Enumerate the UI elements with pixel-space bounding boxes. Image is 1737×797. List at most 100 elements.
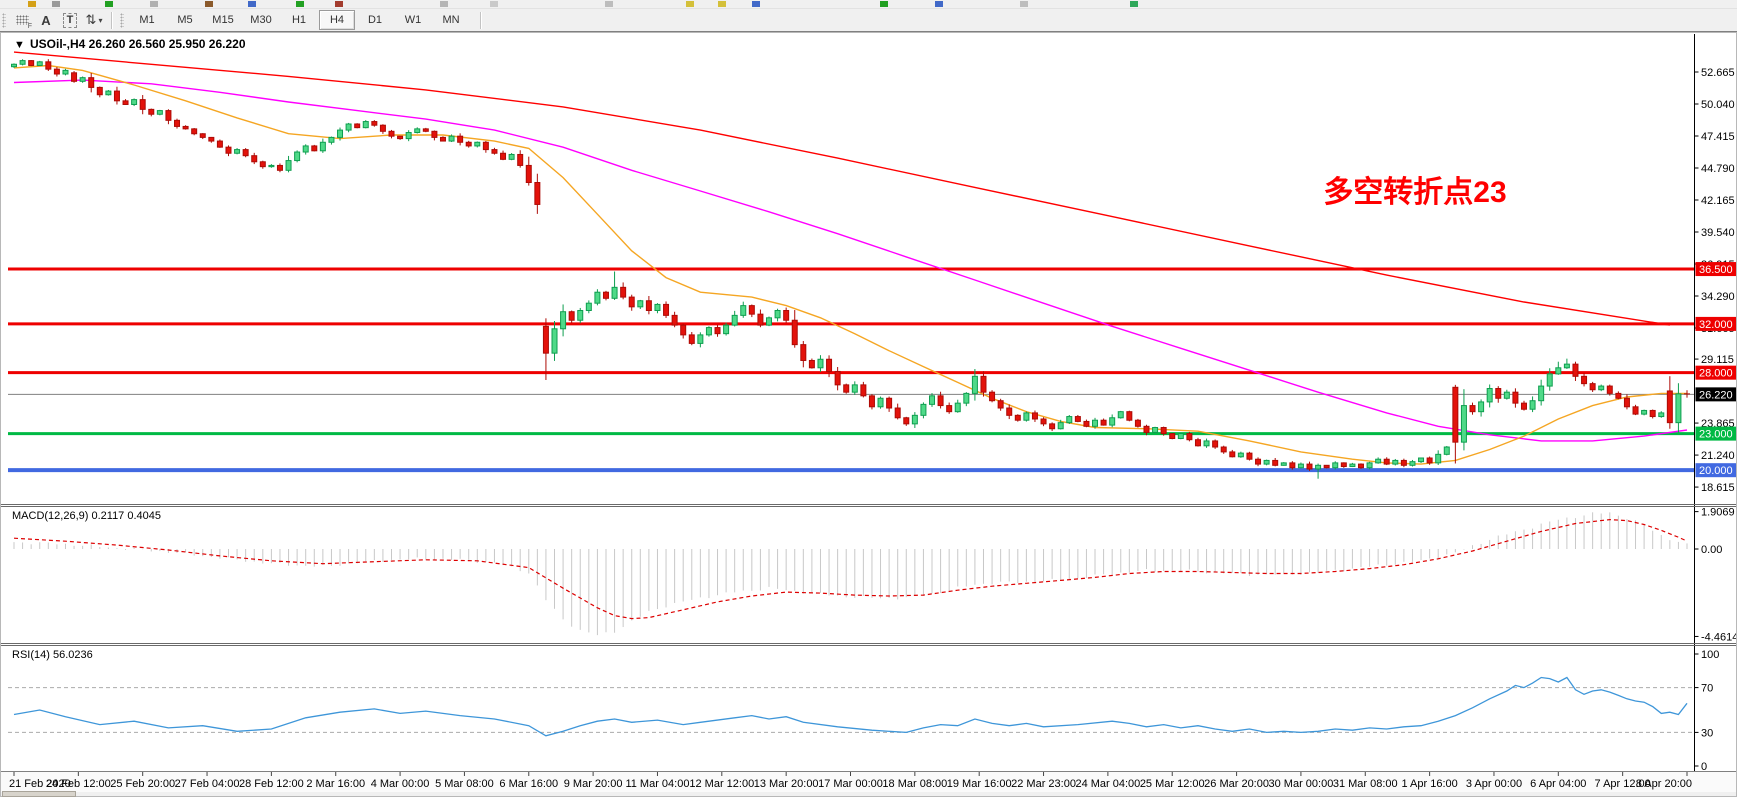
- macd-panel: MACD(12,26,9) 0.2117 0.4045 1.9069 0.00 -4.…: [12, 507, 1737, 644]
- text-label-icon[interactable]: T: [58, 11, 82, 30]
- rsi-panel: RSI(14) 56.0236 100 70 30 0: [8, 649, 1719, 773]
- chart-dropdown-marker[interactable]: ▼: [14, 39, 25, 51]
- toolbar-fragment: [52, 1, 60, 7]
- time-tick-label: 31 Mar 08:00: [1333, 778, 1398, 790]
- arrows-glyph: ⇅: [85, 12, 97, 27]
- time-tick-label: 3 Apr 00:00: [1466, 778, 1522, 790]
- toolbar-fragment: [880, 1, 888, 7]
- ma-slow-line: [13, 51, 1670, 326]
- chart-title: ▼ USOil-,H4 26.260 26.560 25.950 26.220: [14, 37, 246, 51]
- candlestick-series: [11, 59, 1691, 479]
- top-toolbar-fragment-strip: [0, 0, 1737, 9]
- toolbar-fragment: [28, 1, 36, 7]
- level-price-label-20.000: 20.000: [1695, 463, 1737, 478]
- rsi-scale-label: 30: [1701, 727, 1713, 739]
- time-tick-label: 25 Feb 20:00: [110, 778, 175, 790]
- time-tick-label: 1 Apr 16:00: [1401, 778, 1457, 790]
- time-tick-label: 6 Mar 16:00: [499, 778, 558, 790]
- toolbar-fragment: [335, 1, 343, 7]
- time-tick-label: 17 Mar 00:00: [818, 778, 883, 790]
- timeframe-button-M15[interactable]: M15: [212, 14, 234, 26]
- chart-window: ▼ USOil-,H4 26.260 26.560 25.950 26.220 多空…: [0, 31, 1737, 797]
- time-tick-label: 26 Mar 20:00: [1204, 778, 1269, 790]
- time-tick-label: 13 Mar 20:00: [754, 778, 819, 790]
- timeframe-button-W1[interactable]: W1: [404, 14, 422, 26]
- horizontal-scrollbar-thumb[interactable]: [2, 791, 76, 797]
- price-tick-label: 42.165: [1701, 195, 1735, 207]
- toolbar-fragment: [1130, 1, 1138, 7]
- timeframe-button-H4[interactable]: H4: [319, 10, 355, 30]
- toolbar-fragment: [296, 1, 304, 7]
- toolbar-fragment: [248, 1, 256, 7]
- toolbar-fragment: [605, 1, 613, 7]
- timeframe-button-MN[interactable]: MN: [442, 14, 460, 26]
- time-tick-label: 4 Mar 00:00: [371, 778, 430, 790]
- toolbar-drag-handle[interactable]: [2, 12, 6, 28]
- cycle-arrows-icon[interactable]: ⇅ ▾: [82, 11, 106, 30]
- toolbar-fragment: [150, 1, 158, 7]
- level-price-label-32.000: 32.000: [1695, 316, 1737, 331]
- time-axis-background: [0, 771, 1737, 792]
- toolbar-fragment: [440, 1, 448, 7]
- time-tick-label: 11 Mar 04:00: [625, 778, 689, 790]
- grid-f-badge: F: [27, 22, 32, 30]
- macd-scale-label: 1.9069: [1701, 507, 1735, 519]
- horizontal-level-lines: [8, 267, 1694, 473]
- time-tick-label: 21 Feb 2020: [9, 778, 71, 790]
- time-tick-label: 5 Mar 08:00: [435, 778, 494, 790]
- macd-label: MACD(12,26,9) 0.2117 0.4045: [12, 510, 161, 522]
- timeframe-button-D1[interactable]: D1: [367, 14, 383, 26]
- indicators-grid-icon[interactable]: F: [10, 11, 34, 30]
- time-tick-label: 19 Mar 16:00: [947, 778, 1012, 790]
- macd-scale-label: 0.00: [1701, 544, 1722, 556]
- main-macd-splitter[interactable]: [0, 504, 1737, 507]
- rsi-scale-label: 0: [1701, 761, 1707, 773]
- toolbar-separator: [111, 11, 113, 29]
- time-tick-label: 24 Feb 12:00: [46, 778, 111, 790]
- price-tick-label: 39.540: [1701, 227, 1735, 239]
- chart-title-text: USOil-,H4 26.260 26.560 25.950 26.220: [30, 37, 246, 51]
- grid-dots-glyph: [15, 15, 29, 25]
- text-annotation-icon[interactable]: A: [34, 11, 58, 30]
- toolbar-fragment: [752, 1, 760, 7]
- time-tick-label: 30 Mar 00:00: [1269, 778, 1334, 790]
- macd-scale-label: -4.4614: [1701, 631, 1737, 643]
- toolbar-fragment: [718, 1, 726, 7]
- chart-background: [0, 32, 1737, 797]
- timeframe-button-group: M1 M5 M15 M30 H1 H4 D1 W1 MN: [128, 10, 470, 30]
- chinese-annotation-text: 多空转折点23: [1323, 176, 1506, 209]
- timeframe-button-M30[interactable]: M30: [250, 14, 272, 26]
- time-tick-label: 28 Feb 12:00: [239, 778, 304, 790]
- timeframe-button-M1[interactable]: M1: [139, 14, 155, 26]
- time-tick-label: 7 Apr 12:00: [1595, 778, 1651, 790]
- price-tick-label: 21.240: [1701, 450, 1735, 462]
- chart-toolbar: F A T ⇅ ▾ M1 M5 M15 M30 H1 H4 D1 W1 MN: [0, 9, 1737, 31]
- svg-text:36.500: 36.500: [1699, 264, 1733, 276]
- chart-canvas[interactable]: ▼ USOil-,H4 26.260 26.560 25.950 26.220 多空…: [0, 32, 1737, 797]
- current-price-label: 26.220: [1695, 387, 1737, 402]
- rsi-line: [13, 676, 1688, 737]
- price-tick-label: 50.040: [1701, 99, 1735, 111]
- toolbar-fragment: [686, 1, 694, 7]
- price-tick-label: 34.290: [1701, 291, 1735, 303]
- level-price-label-28.000: 28.000: [1695, 365, 1737, 380]
- macd-histogram: [13, 512, 1688, 636]
- price-tick-label: 47.415: [1701, 131, 1735, 143]
- time-tick-label: 22 Mar 23:00: [1011, 778, 1076, 790]
- time-tick-label: 6 Apr 04:00: [1530, 778, 1586, 790]
- time-tick-label: 8 Apr 20:00: [1636, 778, 1692, 790]
- toolbar-drag-handle[interactable]: [120, 12, 124, 28]
- svg-text:20.000: 20.000: [1699, 465, 1733, 477]
- chevron-down-icon: ▾: [98, 15, 103, 25]
- svg-text:32.000: 32.000: [1699, 319, 1733, 331]
- macd-rsi-splitter[interactable]: [0, 643, 1737, 646]
- time-tick-label: 9 Mar 20:00: [564, 778, 623, 790]
- price-tick-label: 29.115: [1701, 354, 1734, 366]
- svg-text:26.220: 26.220: [1699, 389, 1733, 401]
- ma-mid-line: [13, 79, 1688, 442]
- price-tick-label: 18.615: [1701, 482, 1735, 494]
- rsi-scale-label: 100: [1701, 649, 1719, 661]
- timeframe-button-M5[interactable]: M5: [177, 14, 193, 26]
- timeframe-button-H1[interactable]: H1: [291, 14, 307, 26]
